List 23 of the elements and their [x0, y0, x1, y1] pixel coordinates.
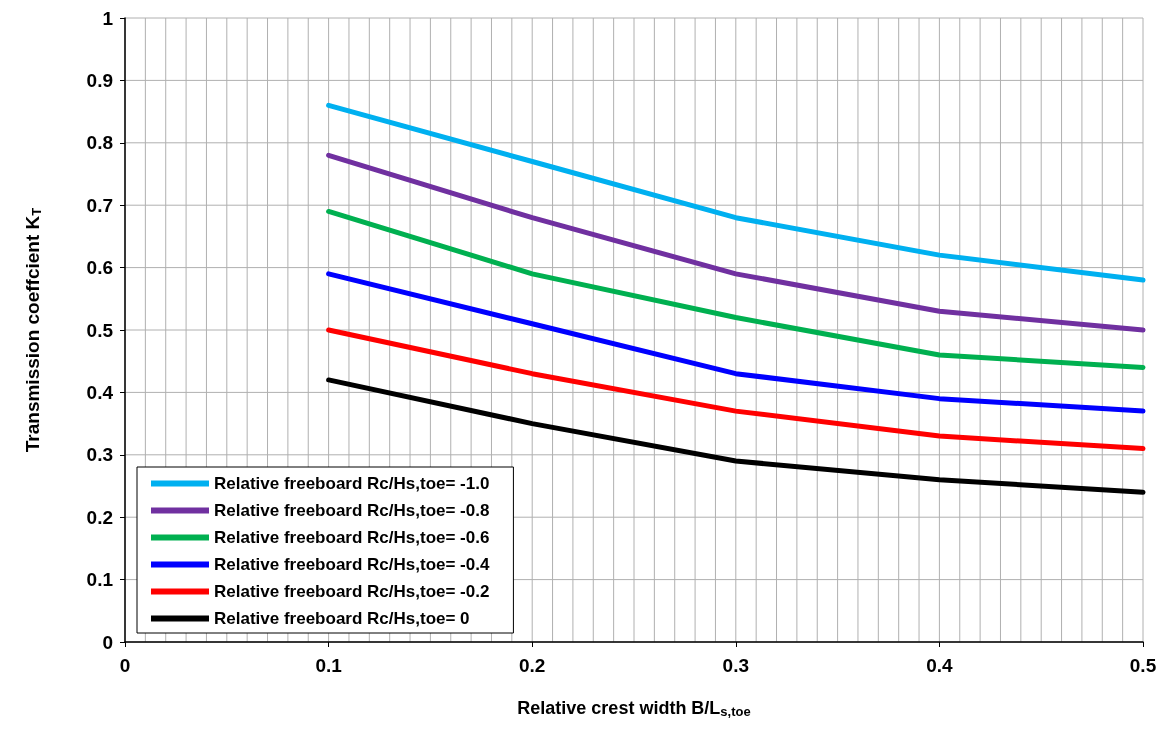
y-tick-label: 0.6 — [86, 257, 113, 279]
legend-label: Relative freeboard Rc/Hs,toe= -0.2 — [214, 582, 490, 601]
legend-label: Relative freeboard Rc/Hs,toe= -0.6 — [214, 528, 490, 547]
x-tick-label: 0.1 — [315, 655, 343, 676]
x-tick-label: 0 — [119, 655, 131, 676]
x-tick-label: 0.3 — [722, 655, 750, 676]
legend-label: Relative freeboard Rc/Hs,toe= -0.4 — [214, 555, 490, 574]
x-tick-label: 0.5 — [1129, 655, 1157, 676]
x-tick-label: 0.4 — [926, 655, 954, 676]
y-tick-label: 0.3 — [86, 444, 113, 466]
y-tick-label: 0 — [102, 631, 113, 653]
y-tick-label: 0.2 — [86, 506, 113, 528]
x-tick-label: 0.2 — [518, 655, 546, 676]
legend-label: Relative freeboard Rc/Hs,toe= 0 — [214, 609, 470, 628]
y-tick-label: 0.1 — [86, 569, 114, 591]
y-tick-label: 0.9 — [86, 69, 113, 91]
y-tick-label: 1 — [102, 7, 114, 29]
legend-label: Relative freeboard Rc/Hs,toe= -0.8 — [214, 501, 490, 520]
y-tick-label: 0.4 — [86, 381, 114, 403]
legend-label: Relative freeboard Rc/Hs,toe= -1.0 — [214, 474, 490, 493]
y-tick-label: 0.5 — [86, 319, 114, 341]
y-tick-label: 0.7 — [86, 194, 113, 216]
y-tick-label: 0.8 — [86, 132, 113, 154]
